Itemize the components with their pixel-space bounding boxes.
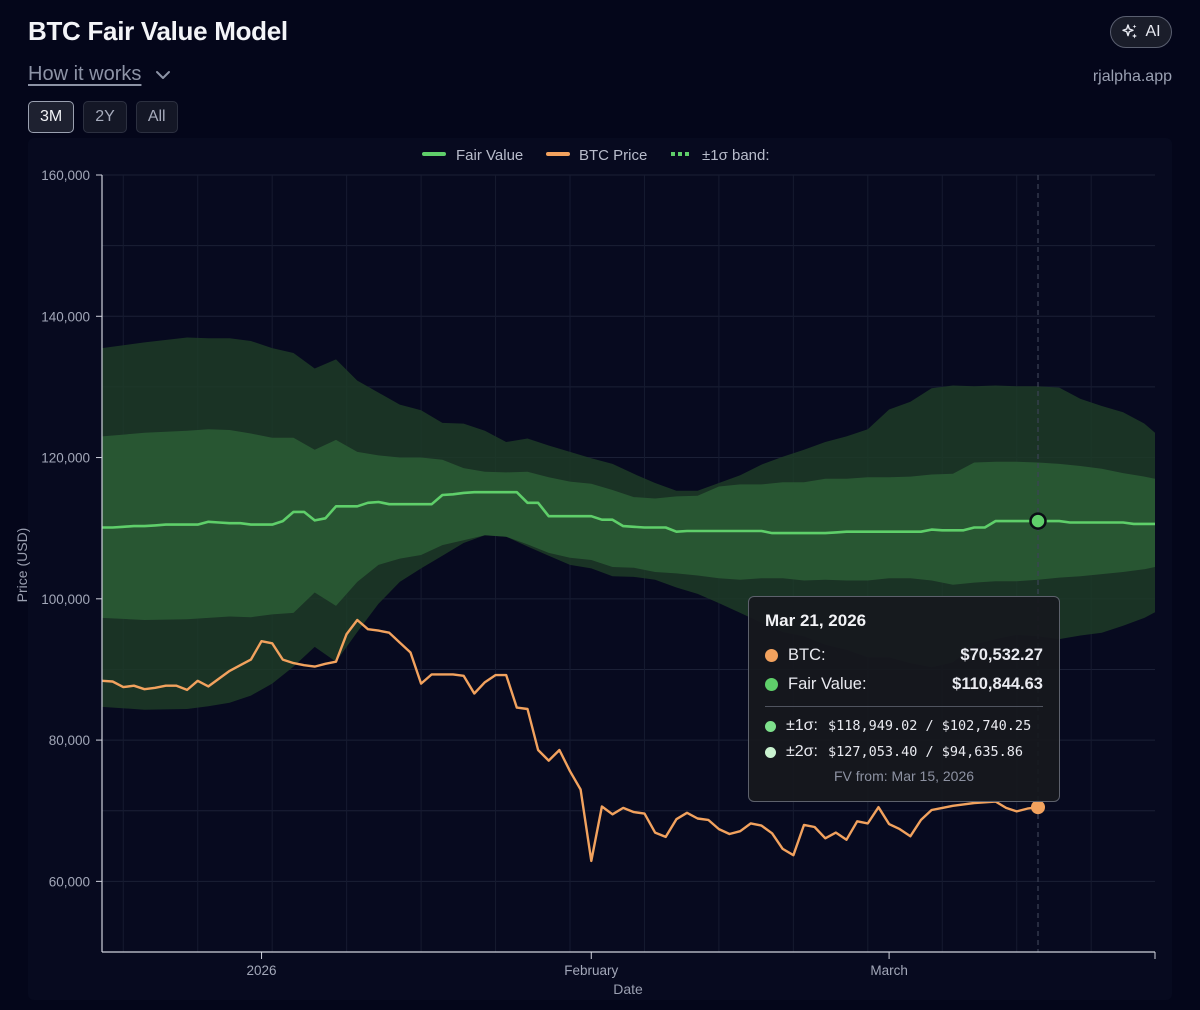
btc-dot-icon [765, 649, 778, 662]
y-tick-label: 100,000 [41, 592, 90, 607]
tooltip-btc-row: BTC: $70,532.27 [765, 641, 1043, 670]
sigma1-band-area [102, 429, 1155, 620]
site-credit: rjalpha.app [1092, 68, 1172, 85]
legend-label-btc-price: BTC Price [579, 147, 647, 164]
page-title: BTC Fair Value Model [28, 16, 288, 46]
range-tab-2y[interactable]: 2Y [83, 101, 127, 133]
legend-label-fair-value: Fair Value [456, 147, 523, 164]
tooltip-sigma2-row: ±2σ: $127,053.40 / $94,635.86 [765, 739, 1043, 765]
y-axis-title: Price (USD) [14, 528, 30, 603]
fair-value-hover-point[interactable] [1029, 512, 1047, 530]
tooltip-fv-row: Fair Value: $110,844.63 [765, 670, 1043, 699]
legend-label-sigma-band: ±1σ band: [702, 147, 770, 164]
range-tab-all[interactable]: All [135, 101, 178, 133]
tooltip-sigma1-value: $118,949.02 / $102,740.25 [828, 718, 1032, 734]
tooltip-sigma2-label: ±2σ: [786, 743, 818, 760]
tooltip-divider [765, 706, 1043, 707]
sparkle-icon [1122, 24, 1138, 39]
range-tabs: 3M 2Y All [28, 101, 178, 133]
tooltip-sigma1-row: ±1σ: $118,949.02 / $102,740.25 [765, 713, 1043, 739]
tooltip-btc-value: $70,532.27 [960, 646, 1043, 664]
how-it-works-label: How it works [28, 63, 142, 85]
chevron-down-icon [156, 70, 171, 79]
tooltip-btc-label: BTC: [788, 646, 826, 664]
x-tick-label: 2026 [247, 963, 277, 978]
how-it-works-toggle[interactable]: How it works [28, 63, 171, 86]
hover-tooltip: Mar 21, 2026 BTC: $70,532.27 Fair Value:… [748, 596, 1060, 802]
btc-price-hover-point[interactable] [1031, 800, 1045, 815]
tooltip-footer: FV from: Mar 15, 2026 [833, 768, 975, 784]
chart-legend[interactable]: Fair Value BTC Price ±1σ band: [422, 147, 770, 164]
tooltip-date: Mar 21, 2026 [765, 611, 867, 630]
tooltip-sigma2-value: $127,053.40 / $94,635.86 [828, 744, 1024, 760]
tooltip-fv-value: $110,844.63 [952, 675, 1043, 693]
y-tick-label: 80,000 [49, 733, 90, 748]
sigma2-dot-icon [765, 746, 776, 758]
x-axis-title: Date [613, 981, 643, 997]
tooltip-sigma1-label: ±1σ: [786, 717, 818, 734]
y-tick-label: 160,000 [41, 168, 90, 183]
fair-value-line[interactable] [102, 490, 1155, 535]
btc-price-line[interactable] [102, 618, 1039, 863]
tooltip-fv-label: Fair Value: [788, 675, 867, 693]
ai-button-label: AI [1145, 23, 1161, 40]
y-tick-label: 140,000 [41, 309, 90, 324]
ai-button[interactable]: AI [1110, 16, 1172, 48]
range-tab-3m[interactable]: 3M [28, 101, 75, 133]
sigma1-dot-icon [765, 720, 776, 732]
y-tick-label: 60,000 [49, 874, 90, 889]
fair-value-dot-icon [765, 678, 778, 691]
x-tick-label: March [870, 963, 908, 978]
x-tick-label: February [564, 963, 618, 978]
y-tick-label: 120,000 [41, 451, 90, 466]
